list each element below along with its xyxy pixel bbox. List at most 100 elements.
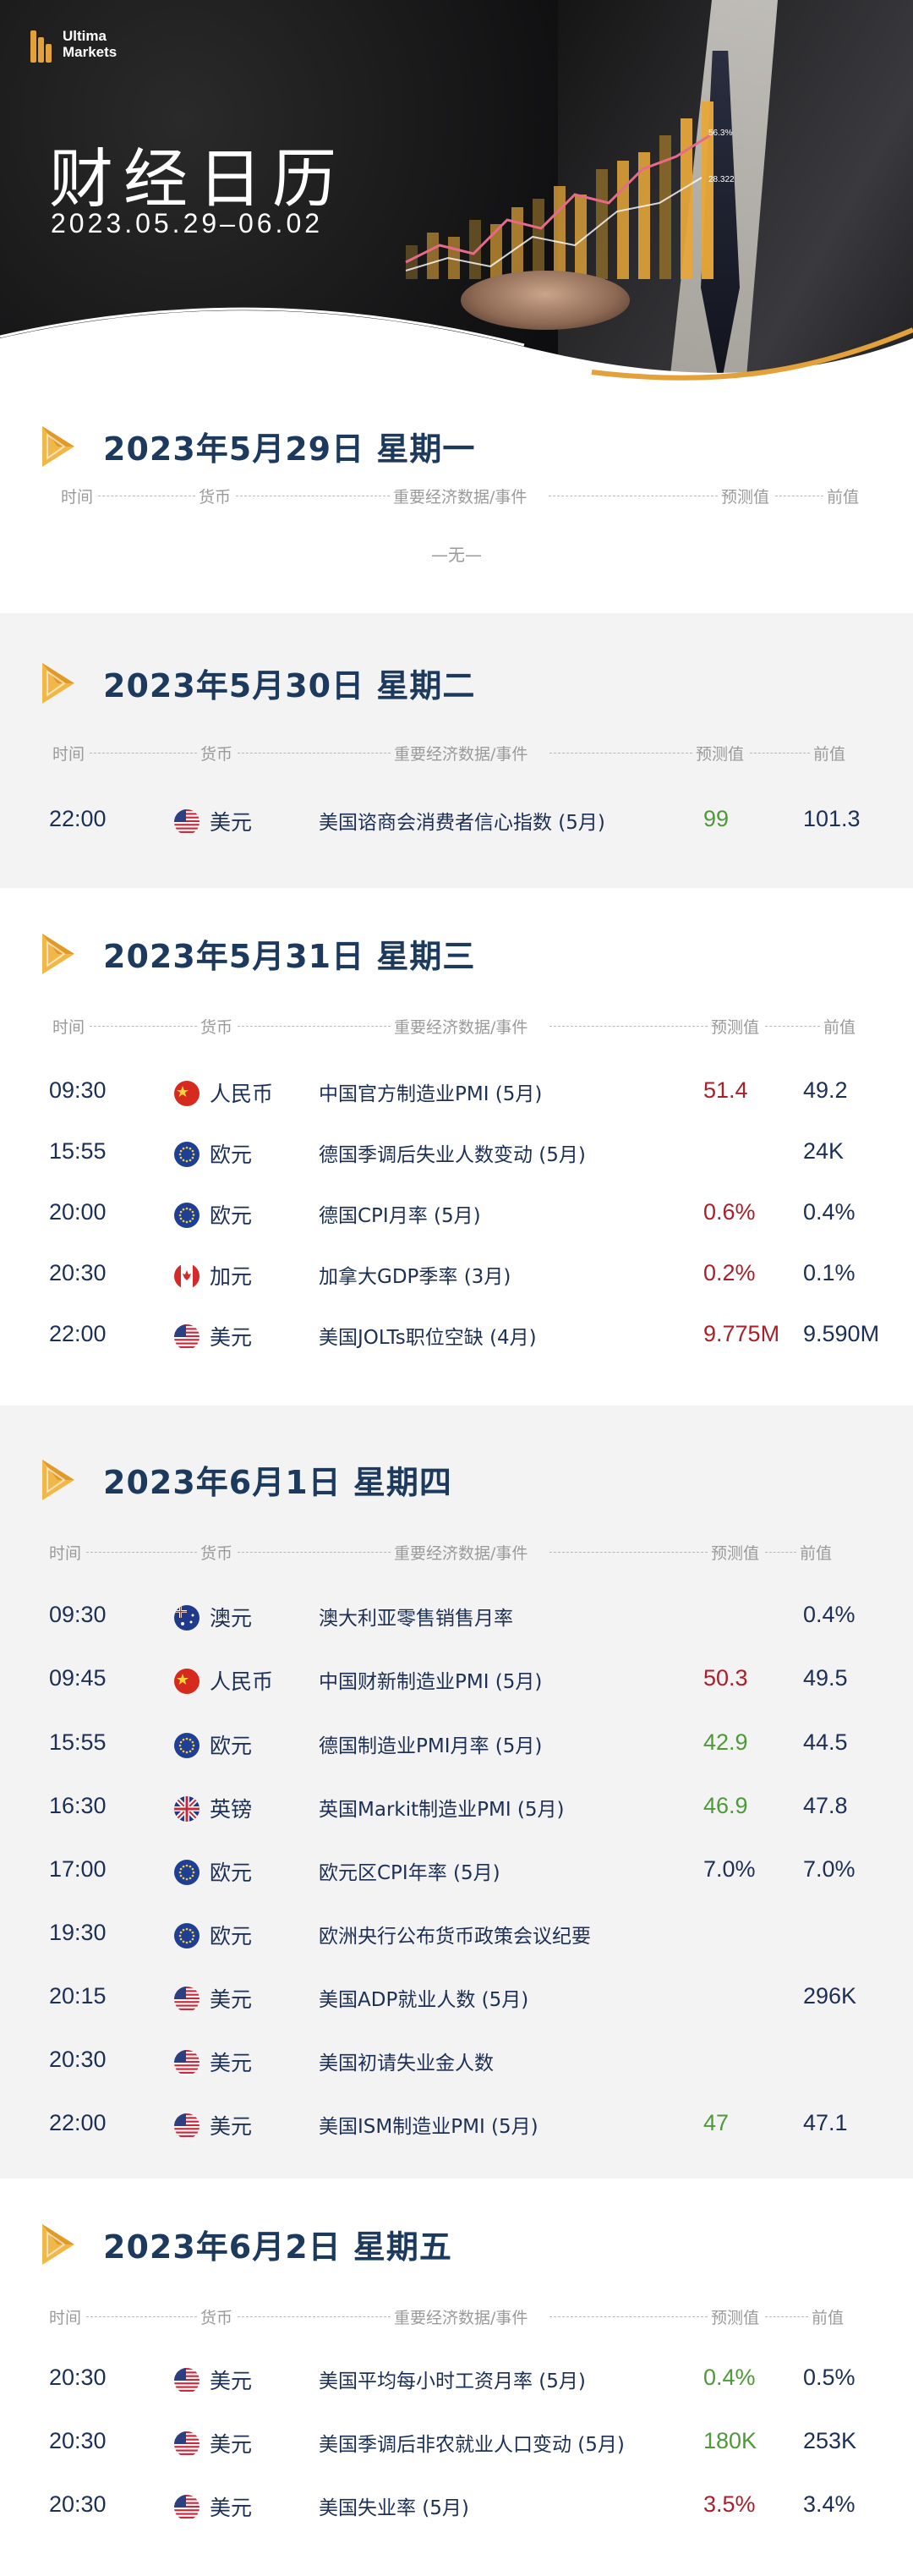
cn-flag-icon xyxy=(174,1081,200,1106)
event-currency: 欧元 xyxy=(210,1861,253,1885)
event-time: 09:30 xyxy=(49,1602,107,1627)
event-row: 20:30 美元 美国初请失业金人数 xyxy=(0,2047,913,2080)
day-title: 2023年6月1日 星期四 xyxy=(103,1464,452,1501)
eu-flag-icon xyxy=(174,1733,200,1758)
event-previous: 49.5 xyxy=(803,1665,848,1691)
event-row: 16:30 英镑 英国Markit制造业PMI (5月) 46.9 47.8 xyxy=(0,1793,913,1827)
column-forecast-label: 预测值 xyxy=(711,1018,760,1037)
event-currency: 人民币 xyxy=(210,1669,274,1694)
play-arrow-icon xyxy=(41,425,76,469)
day-header: 2023年5月29日 星期一 xyxy=(41,423,475,469)
play-arrow-icon xyxy=(41,2222,76,2266)
event-time: 20:30 xyxy=(49,2365,107,2390)
chart-label-a: 56.3% xyxy=(708,129,732,138)
event-forecast: 47 xyxy=(703,2110,730,2135)
event-currency: 美元 xyxy=(210,810,253,835)
column-previous-label: 前值 xyxy=(812,2309,845,2327)
eu-flag-icon xyxy=(174,1923,200,1948)
event-row: 22:00 美元 美国ISM制造业PMI (5月) 47 47.1 xyxy=(0,2110,913,2144)
event-row: 20:15 美元 美国ADP就业人数 (5月) 296K xyxy=(0,1983,913,2017)
play-arrow-icon xyxy=(41,661,76,705)
column-time-label: 时间 xyxy=(52,1018,85,1037)
day-section: 2023年6月2日 星期五 时间 货币 重要经济数据/事件 预测值 前值 20:30 美元 美国… xyxy=(0,2179,913,2576)
eu-flag-icon xyxy=(174,1860,200,1885)
event-forecast: 99 xyxy=(703,806,730,831)
event-row: 20:00 欧元 德国CPI月率 (5月) 0.6% 0.4% xyxy=(0,1199,913,1233)
hero-chart-bar xyxy=(702,101,713,279)
event-previous: 296K xyxy=(803,1983,857,2009)
ca-flag-icon xyxy=(174,1263,200,1289)
event-previous: 47.8 xyxy=(803,1793,848,1818)
event-row: 09:45 人民币 中国财新制造业PMI (5月) 50.3 49.5 xyxy=(0,1665,913,1699)
day-section: 2023年5月29日 星期一 时间 货币 重要经济数据/事件 预测值 前值 —无— xyxy=(0,397,913,613)
event-time: 20:30 xyxy=(49,1260,107,1285)
day-section: 2023年5月31日 星期三 时间 货币 重要经济数据/事件 预测值 前值 09:30 人民币… xyxy=(0,888,913,1406)
event-row: 19:30 欧元 欧洲央行公布货币政策会议纪要 xyxy=(0,1920,913,1954)
column-event-label: 重要经济数据/事件 xyxy=(393,488,528,507)
event-time: 15:55 xyxy=(49,1729,107,1755)
play-arrow-icon xyxy=(41,1458,76,1502)
column-event-label: 重要经济数据/事件 xyxy=(394,2309,528,2327)
column-forecast-label: 预测值 xyxy=(696,745,745,764)
event-forecast: 0.2% xyxy=(703,1260,756,1285)
event-forecast: 180K xyxy=(703,2428,757,2453)
event-previous: 253K xyxy=(803,2428,857,2453)
event-name: 德国CPI月率 (5月) xyxy=(319,1205,481,1227)
event-previous: 49.2 xyxy=(803,1077,848,1103)
hero-chart-bar xyxy=(575,195,587,279)
column-event-label: 重要经济数据/事件 xyxy=(394,745,528,764)
us-flag-icon xyxy=(174,2113,200,2139)
hero-chart-bar xyxy=(554,186,566,279)
column-time-label: 时间 xyxy=(61,488,94,507)
hero-chart-bar xyxy=(511,207,523,279)
uk-flag-icon xyxy=(174,1796,200,1822)
event-row: 17:00 欧元 欧元区CPI年率 (5月) 7.0% 7.0% xyxy=(0,1856,913,1890)
hero-chart-bar xyxy=(406,245,418,279)
au-flag-icon xyxy=(174,1605,200,1631)
column-previous-label: 前值 xyxy=(800,1544,833,1563)
event-name: 欧元区CPI年率 (5月) xyxy=(319,1862,500,1884)
hero-chart-bar xyxy=(638,152,650,279)
event-currency: 加元 xyxy=(210,1264,253,1289)
event-row: 15:55 欧元 德国季调后失业人数变动 (5月) 24K xyxy=(0,1138,913,1172)
event-forecast: 3.5% xyxy=(703,2491,756,2517)
event-currency: 欧元 xyxy=(210,1924,253,1948)
us-flag-icon xyxy=(174,1987,200,2012)
event-previous: 47.1 xyxy=(803,2110,848,2135)
event-currency: 美元 xyxy=(210,2369,253,2393)
event-currency: 欧元 xyxy=(210,1734,253,1758)
event-currency: 美元 xyxy=(210,2051,253,2075)
event-currency: 人民币 xyxy=(210,1082,274,1106)
event-name: 加拿大GDP季率 (3月) xyxy=(319,1266,511,1288)
event-name: 中国财新制造业PMI (5月) xyxy=(319,1671,543,1693)
play-arrow-icon xyxy=(41,932,76,976)
column-currency-label: 货币 xyxy=(199,488,232,507)
event-time: 09:30 xyxy=(49,1077,107,1103)
day-section: 2023年6月1日 星期四 时间 货币 重要经济数据/事件 预测值 前值 09:30 澳元 澳大… xyxy=(0,1406,913,2179)
event-name: 德国制造业PMI月率 (5月) xyxy=(319,1735,543,1757)
event-time: 22:00 xyxy=(49,806,107,831)
event-currency: 美元 xyxy=(210,2432,253,2457)
event-forecast: 0.4% xyxy=(703,2365,756,2390)
us-flag-icon xyxy=(174,2368,200,2393)
day-title: 2023年6月2日 星期五 xyxy=(103,2228,452,2266)
event-previous: 0.4% xyxy=(803,1602,856,1627)
us-flag-icon xyxy=(174,809,200,835)
event-currency: 欧元 xyxy=(210,1143,253,1167)
column-currency-label: 货币 xyxy=(200,1544,233,1563)
event-time: 20:15 xyxy=(49,1983,107,2009)
event-currency: 英镑 xyxy=(210,1797,253,1822)
event-previous: 24K xyxy=(803,1138,845,1164)
column-header: 时间 货币 重要经济数据/事件 预测值 前值 xyxy=(0,2305,913,2331)
event-time: 15:55 xyxy=(49,1138,107,1164)
us-flag-icon xyxy=(174,2495,200,2520)
event-forecast: 9.775M xyxy=(703,1321,780,1346)
event-previous: 101.3 xyxy=(803,806,861,831)
event-time: 22:00 xyxy=(49,1321,107,1346)
column-forecast-label: 预测值 xyxy=(711,2309,760,2327)
brand-line2: Markets xyxy=(63,44,118,60)
day-header: 2023年5月30日 星期二 xyxy=(41,660,475,706)
day-section: 2023年5月30日 星期二 时间 货币 重要经济数据/事件 预测值 前值 22:00 美元 美… xyxy=(0,613,913,888)
day-header: 2023年5月31日 星期三 xyxy=(41,930,475,977)
